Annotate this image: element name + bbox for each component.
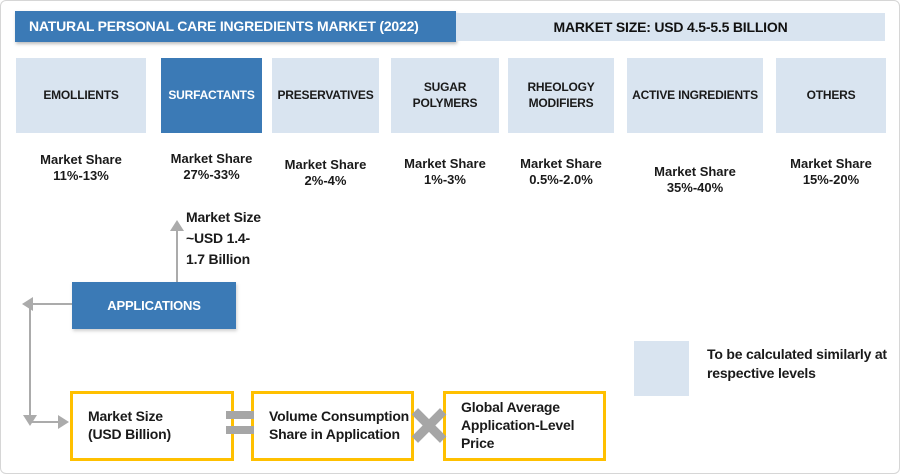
market-share-label: Market Share	[404, 156, 486, 171]
segment-market-size-note: Market Size ~USD 1.4- 1.7 Billion	[186, 209, 261, 267]
equals-operator-icon	[226, 411, 254, 419]
market-share-value: 35%-40%	[666, 180, 724, 196]
market-share-label: Market Share	[40, 152, 122, 167]
market-share: Market Share 2%-4%	[272, 157, 379, 190]
connector-line	[29, 303, 31, 415]
arrow-right-icon	[58, 415, 69, 429]
category-label: EMOLLIENTS	[43, 87, 119, 102]
formula-operand1-box: Volume Consumption Share in Application	[251, 391, 414, 461]
market-share-label: Market Share	[654, 164, 736, 179]
connector-line	[30, 421, 58, 423]
page-title: NATURAL PERSONAL CARE INGREDIENTS MARKET…	[15, 11, 456, 42]
legend-text: To be calculated similarly at respective…	[707, 346, 887, 381]
legend-swatch	[634, 341, 689, 396]
market-share-value: 1%-3%	[424, 172, 466, 188]
category-label: SURFACTANTS	[168, 87, 255, 102]
category-box: EMOLLIENTS	[16, 58, 146, 133]
connector-line	[31, 303, 72, 305]
arrow-up-icon	[170, 220, 184, 231]
category-box: ACTIVE INGREDIENTS	[627, 58, 763, 133]
market-share: Market Share 27%-33%	[161, 151, 262, 184]
market-share-value: 27%-33%	[183, 167, 240, 183]
arrow-down-icon	[23, 415, 37, 426]
category-label: ACTIVE INGREDIENTS	[632, 87, 758, 102]
category-label: OTHERS	[806, 87, 856, 102]
multiply-operator-icon	[409, 405, 449, 445]
category-box: RHEOLOGY MODIFIERS	[508, 58, 614, 133]
market-share-value: 11%-13%	[53, 168, 109, 184]
market-share-label: Market Share	[170, 151, 253, 166]
category-emollients: EMOLLIENTS Market Share 11%-13%	[16, 58, 146, 185]
market-share-label: Market Share	[284, 157, 367, 172]
category-others: OTHERS Market Share 15%-20%	[776, 58, 886, 189]
market-share: Market Share 11%-13%	[16, 152, 146, 185]
category-active-ingredients: ACTIVE INGREDIENTS Market Share 35%-40%	[627, 58, 763, 197]
market-share-value: 15%-20%	[802, 172, 860, 188]
market-share-label: Market Share	[520, 156, 602, 171]
market-share: Market Share 35%-40%	[627, 164, 763, 197]
formula-operand2-box: Global Average Application-Level Price	[443, 391, 606, 461]
category-box: PRESERVATIVES	[272, 58, 379, 133]
applications-box: APPLICATIONS	[72, 282, 236, 329]
market-share: Market Share 0.5%-2.0%	[508, 156, 614, 189]
market-share-value: 2%-4%	[304, 173, 347, 189]
equals-operator-icon	[226, 426, 254, 434]
arrow-up-line	[176, 231, 178, 282]
category-box: OTHERS	[776, 58, 886, 133]
category-box: SUGAR POLYMERS	[391, 58, 499, 133]
category-label: RHEOLOGY MODIFIERS	[527, 79, 595, 110]
category-box-highlighted: SURFACTANTS	[161, 58, 262, 133]
arrow-left-icon	[22, 297, 33, 311]
market-size-banner: MARKET SIZE: USD 4.5-5.5 BILLION	[456, 13, 885, 41]
market-share: Market Share 15%-20%	[776, 156, 886, 189]
formula-result-box: Market Size (USD Billion)	[70, 391, 234, 461]
market-share-value: 0.5%-2.0%	[529, 172, 593, 188]
market-share-label: Market Share	[790, 156, 872, 171]
category-rheology-modifiers: RHEOLOGY MODIFIERS Market Share 0.5%-2.0…	[508, 58, 614, 189]
category-preservatives: PRESERVATIVES Market Share 2%-4%	[272, 58, 379, 190]
category-label: PRESERVATIVES	[277, 87, 374, 102]
category-surfactants: SURFACTANTS Market Share 27%-33%	[161, 58, 262, 184]
category-label: SUGAR POLYMERS	[412, 79, 478, 110]
market-share: Market Share 1%-3%	[391, 156, 499, 189]
category-sugar-polymers: SUGAR POLYMERS Market Share 1%-3%	[391, 58, 499, 189]
